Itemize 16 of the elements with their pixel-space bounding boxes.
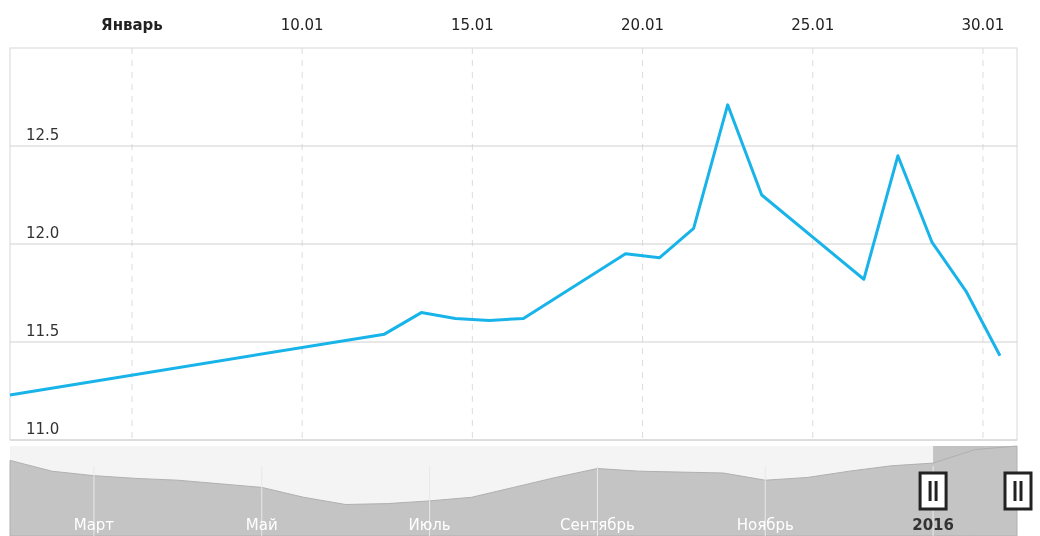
y-tick-label: 11.5 [26,322,60,340]
x-tick-label: 20.01 [621,16,665,34]
x-tick-label: 15.01 [450,16,494,34]
x-tick-label: 2016 [912,516,954,534]
x-tick-label: Январь [101,16,163,34]
y-tick-label: 11.0 [26,420,60,438]
x-tick-label: 25.01 [791,16,835,34]
y-tick-label: 12.0 [26,224,60,242]
x-tick-label: Сентябрь [559,516,635,534]
x-tick-label: 10.01 [280,16,324,34]
x-tick-label: Ноябрь [736,516,794,534]
x-tick-label: 30.01 [961,16,1005,34]
y-tick-label: 12.5 [26,126,60,144]
x-tick-label: Март [73,516,115,534]
x-tick-label: Июль [408,516,451,534]
x-tick-label: Май [245,516,278,534]
